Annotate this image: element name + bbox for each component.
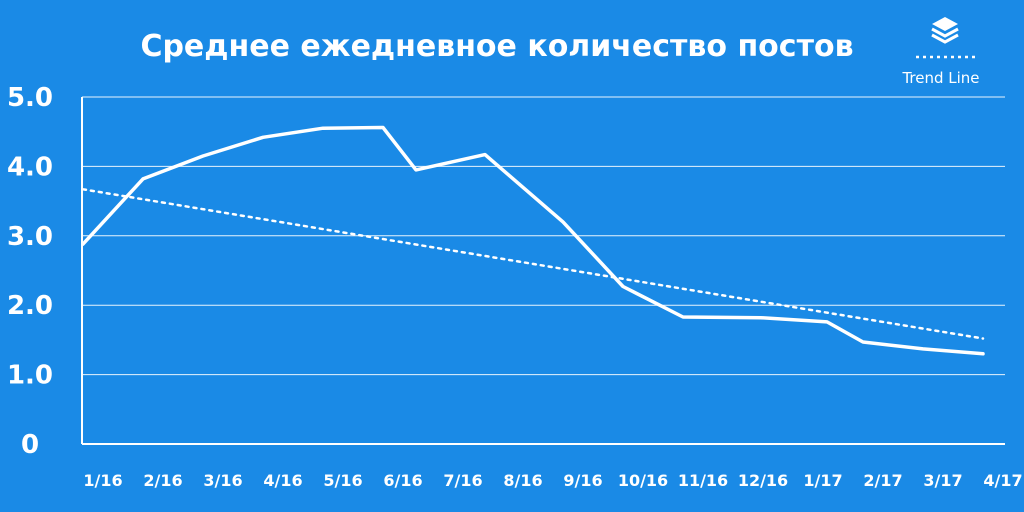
x-tick-label: 10/16 [618, 471, 668, 490]
data-point [382, 126, 385, 129]
y-tick-label: 2.0 [7, 291, 53, 321]
x-tick-label: 4/16 [263, 471, 302, 490]
y-tick-label: 5.0 [7, 83, 53, 113]
data-point [622, 285, 625, 288]
x-tick-label: 9/16 [563, 471, 602, 490]
data-point [922, 347, 925, 350]
trend-line-layer [81, 188, 985, 340]
data-point [142, 177, 145, 180]
x-tick-label: 1/16 [83, 471, 122, 490]
data-point [322, 127, 325, 130]
x-tick-label: 8/16 [503, 471, 542, 490]
y-axis-ticks: 0 1.0 2.0 3.0 4.0 5.0 [7, 83, 53, 460]
data-point [682, 315, 685, 318]
legend: Trend Line [901, 17, 980, 87]
x-tick-label: 2/16 [143, 471, 182, 490]
y-tick-label: 0 [21, 430, 39, 460]
series-line [81, 125, 985, 356]
x-tick-label: 1/17 [803, 471, 842, 490]
data-point [982, 352, 985, 355]
x-tick-label: 4/17 [983, 471, 1022, 490]
y-tick-label: 3.0 [7, 222, 53, 252]
data-point [262, 136, 265, 139]
y-tick-label: 4.0 [7, 152, 53, 182]
x-tick-label: 3/17 [923, 471, 962, 490]
series-layer [81, 125, 985, 356]
data-point [826, 320, 829, 323]
data-point [484, 153, 487, 156]
data-point [82, 243, 85, 246]
grid-lines [82, 96, 1005, 376]
x-tick-label: 5/16 [323, 471, 362, 490]
x-tick-label: 7/16 [443, 471, 482, 490]
chart-title: Среднее ежедневное количество постов [140, 29, 853, 64]
data-point [562, 220, 565, 223]
trend-line [81, 188, 985, 340]
x-tick-label: 6/16 [383, 471, 422, 490]
data-point [415, 168, 418, 171]
legend-trend-label: Trend Line [901, 69, 979, 87]
x-axis-ticks: 1/16 2/16 3/16 4/16 5/16 6/16 7/16 8/16 9/16 10/1… [83, 471, 1022, 490]
x-tick-label: 2/17 [863, 471, 902, 490]
data-point [862, 340, 865, 343]
axes [81, 97, 1005, 445]
x-tick-label: 11/16 [678, 471, 728, 490]
layers-icon [931, 17, 959, 44]
data-point [202, 154, 205, 157]
data-point [760, 316, 763, 319]
y-tick-label: 1.0 [7, 361, 53, 391]
x-tick-label: 12/16 [738, 471, 788, 490]
x-tick-label: 3/16 [203, 471, 242, 490]
